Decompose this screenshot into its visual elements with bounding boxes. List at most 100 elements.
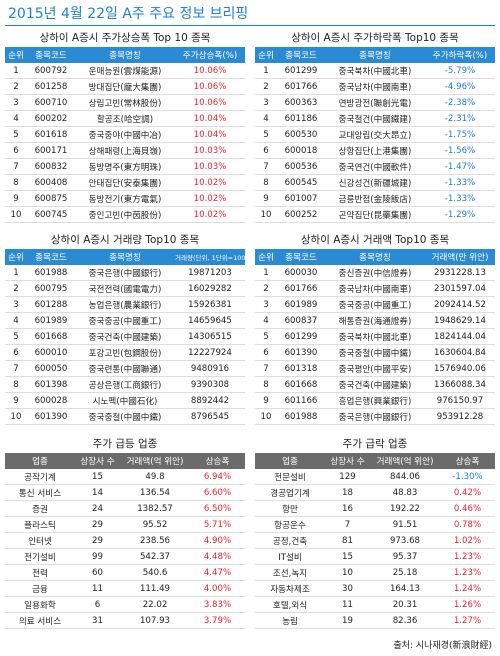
table-cell: 1382.57 <box>120 500 190 517</box>
table-cell: 48.83 <box>370 484 440 501</box>
table-cell: 601766 <box>277 78 325 95</box>
table-cell: 중신증권(中信證券) <box>325 265 425 281</box>
table-row: 6 600018 상항집단(上港集團) -1.56% <box>255 142 495 159</box>
table-cell: 4.48% <box>190 548 245 565</box>
table-cell: 6 <box>5 344 27 361</box>
table-cell: 601258 <box>27 78 75 95</box>
table-cell: 600028 <box>27 392 75 409</box>
source: 출처: 시나재경(新浪財經) <box>393 641 492 651</box>
table-cell: 15926381 <box>175 296 245 313</box>
table-cell: 자동차제조 <box>255 580 325 597</box>
table-block: 주가 급락 업종 업종 상장사 수 거래액(억 위안) 상승폭 전문설비 129 844.06… <box>255 436 495 629</box>
table-cell: 1.27% <box>440 612 495 629</box>
table-cell: 136.54 <box>120 484 190 501</box>
table-cell: 6.94% <box>190 469 245 485</box>
table-cell: 전력 <box>5 564 75 581</box>
table-cell: 항만 <box>255 500 325 517</box>
table-cell: 동방전기(東方電氣) <box>75 190 175 207</box>
column-header: 순위 <box>255 47 277 63</box>
table-cell: 10.02% <box>175 206 245 223</box>
table-row: 7 600832 동방명주(東方明珠) 10.03% <box>5 158 245 175</box>
table-cell: 600710 <box>27 94 75 111</box>
table-cell: 1 <box>5 63 27 79</box>
column-header: 순위 <box>5 47 27 63</box>
table-cell: 중국건축(中國建築) <box>325 376 425 393</box>
table-row: 공정,건축 81 973.68 1.02% <box>255 532 495 549</box>
table-row: 2 601258 방대집단(龐大集團) 10.06% <box>5 78 245 95</box>
table-row: 9 600875 동방전기(東方電氣) 10.02% <box>5 190 245 207</box>
table-row: 8 601668 중국건축(中國建築) 1366088.34 <box>255 376 495 393</box>
table-cell: 중국남차(中國南車) <box>325 280 425 297</box>
data-table: 업종 상장사 수 거래액(억 위안) 상승폭 공작기계 15 49.8 6.94% 통신 서비스… <box>5 453 245 629</box>
table-cell: 곤약집단(昆藥集團) <box>325 206 425 223</box>
table-cell: 중인고빈(中茵股份) <box>75 206 175 223</box>
table-cell: 경공업기계 <box>255 484 325 501</box>
table-cell: 601988 <box>27 265 75 281</box>
column-header: 종목코드 <box>277 47 325 63</box>
table-cell: 6 <box>255 142 277 159</box>
table-cell: 포강고빈(包鋼股份) <box>75 344 175 361</box>
table-cell: 9390308 <box>175 376 245 393</box>
table-cell: -1.29% <box>425 206 495 223</box>
table-row: 호텔,외식 11 20.31 1.26% <box>255 596 495 613</box>
table-cell: 600795 <box>27 280 75 297</box>
column-header: 거래액(억 위안) <box>370 453 440 469</box>
table-cell: 9 <box>255 392 277 409</box>
table-cell: 4.90% <box>190 532 245 549</box>
table-block: 상하이 A증시 거래액 Top10 종목 순위 종목코드 종목명칭 거래액(만 위안) 1… <box>255 232 495 425</box>
column-header: 업종 <box>255 453 325 469</box>
table-cell: 8 <box>255 174 277 191</box>
table-row: 통신 서비스 14 136.54 6.60% <box>5 484 245 501</box>
table-cell: 전문설비 <box>255 469 325 485</box>
table-row: 4 600837 해통증권(海通證券) 1948629.14 <box>255 312 495 329</box>
table-cell: 601390 <box>27 408 75 425</box>
table-cell: 금융 <box>5 580 75 597</box>
table-cell: 844.06 <box>370 469 440 485</box>
table-row: 10 600252 곤약집단(昆藥集團) -1.29% <box>255 206 495 223</box>
table-row: 조선,녹지 10 25.18 1.23% <box>255 564 495 581</box>
table-cell: 601007 <box>277 190 325 207</box>
table-row: 4 600202 할공조(哈空調) 10.04% <box>5 110 245 127</box>
table-cell: 10.03% <box>175 158 245 175</box>
table-cell: 농업은행(農業銀行) <box>75 296 175 313</box>
table-cell: 600050 <box>27 360 75 377</box>
column-header: 종목명칭 <box>325 47 425 63</box>
table-cell: 601668 <box>27 328 75 345</box>
table-cell: 증권 <box>5 500 75 517</box>
table-cell: 공작기계 <box>5 469 75 485</box>
table-cell: 6 <box>255 344 277 361</box>
table-cell: 4 <box>255 110 277 127</box>
table-cell: 2092414.52 <box>425 296 495 313</box>
table-cell: 3 <box>255 296 277 313</box>
column-header: 거래액(억 위안) <box>120 453 190 469</box>
table-cell: 중국북차(中國北車) <box>325 63 425 79</box>
table-row: 6 600010 포강고빈(包鋼股份) 12227924 <box>5 344 245 361</box>
table-row: 4 601989 중국중공(中國重工) 14659645 <box>5 312 245 329</box>
table-cell: 4.47% <box>190 564 245 581</box>
table-row: 항만 16 192.22 0.46% <box>255 500 495 517</box>
table-cell: 164.13 <box>370 580 440 597</box>
table-cell: 동방명주(東方明珠) <box>75 158 175 175</box>
column-header: 상장사 수 <box>325 453 370 469</box>
table-block: 상하이 A증시 거래량 Top10 종목 순위 종목코드 종목명칭 거래량(단위, 1단… <box>5 232 245 425</box>
table-cell: 9480916 <box>175 360 245 377</box>
table-cell: 5.71% <box>190 516 245 533</box>
table-cell: -4.96% <box>425 78 495 95</box>
table-cell: -5.79% <box>425 63 495 79</box>
header-row: 순위 종목코드 종목명칭 거래액(만 위안) <box>255 249 495 265</box>
table-cell: 중국은행(中國銀行) <box>75 265 175 281</box>
table-block: 상하이 A증시 주가하락폭 Top10 종목 순위 종목코드 종목명칭 주가하락폭(%)… <box>255 30 495 223</box>
table-row: 증권 24 1382.57 6.50% <box>5 500 245 517</box>
table-cell: 14659645 <box>175 312 245 329</box>
table-cell: 601618 <box>27 126 75 143</box>
table-row: 2 601766 중국남차(中國南車) 2301597.04 <box>255 280 495 297</box>
table-row: 전문설비 129 844.06 -1.30% <box>255 469 495 485</box>
table-cell: 할공조(哈空調) <box>75 110 175 127</box>
table-cell: 600010 <box>27 344 75 361</box>
table-row: 7 600536 중국연건(中國軟件) -1.47% <box>255 158 495 175</box>
table-cell: 7 <box>255 360 277 377</box>
table-cell: 8892442 <box>175 392 245 409</box>
table-cell: 2 <box>5 78 27 95</box>
